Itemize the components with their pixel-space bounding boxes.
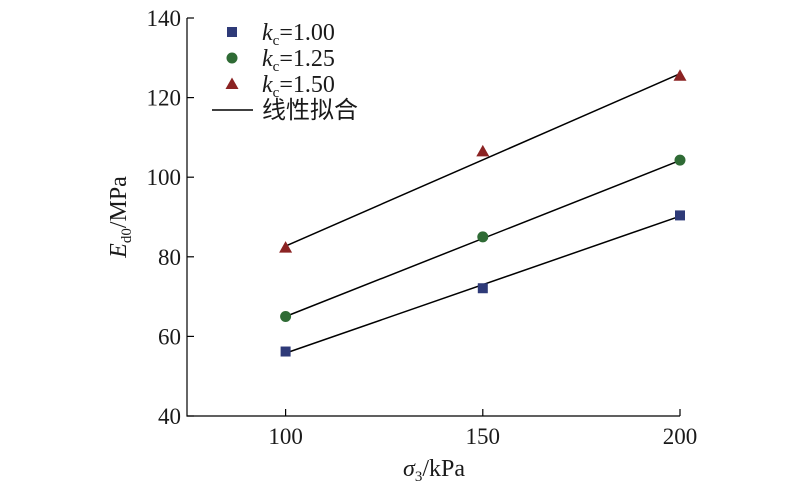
x-tick-label: 200 <box>663 424 698 449</box>
data-point-s1-1 <box>280 346 291 357</box>
legend-fit-label: 线性拟合 <box>262 97 358 124</box>
legend-marker-2 <box>226 52 238 64</box>
data-point-s1-2 <box>477 283 488 294</box>
y-tick-label: 140 <box>147 6 182 31</box>
x-axis-title: σ3/kPa <box>403 456 465 485</box>
y-axis-title: Ed0/MPa <box>106 176 135 259</box>
y-tick-label: 120 <box>147 86 182 111</box>
y-tick-label: 100 <box>147 165 182 190</box>
data-points <box>279 69 687 357</box>
y-tick-label: 40 <box>158 404 181 429</box>
x-tick-label: 100 <box>268 424 303 449</box>
legend-marker-3 <box>225 77 239 89</box>
y-tick-label: 60 <box>158 324 181 349</box>
data-point-s3-1 <box>279 241 293 253</box>
legend-label-3: kc=1.50 <box>262 72 335 101</box>
y-tick-label: 80 <box>158 245 181 270</box>
axis-titles: σ3/kPa Ed0/MPa <box>106 176 465 485</box>
fit-line-3 <box>285 73 681 247</box>
data-point-s3-3 <box>673 69 687 81</box>
data-point-s2-2 <box>477 231 489 243</box>
plot-area <box>186 18 680 417</box>
data-point-s2-3 <box>674 154 686 166</box>
legend-label-2: kc=1.25 <box>262 46 335 75</box>
legend-marker-1 <box>227 27 237 37</box>
axes-frame <box>186 18 680 417</box>
axis-ticks: 40 60 80 100 120 140 100 150 200 <box>147 6 698 449</box>
data-point-s1-3 <box>675 210 685 221</box>
data-point-s2-1 <box>280 311 292 322</box>
x-tick-label: 150 <box>466 424 501 449</box>
legend-label-1: kc=1.00 <box>262 20 335 49</box>
data-point-s3-2 <box>476 144 490 157</box>
